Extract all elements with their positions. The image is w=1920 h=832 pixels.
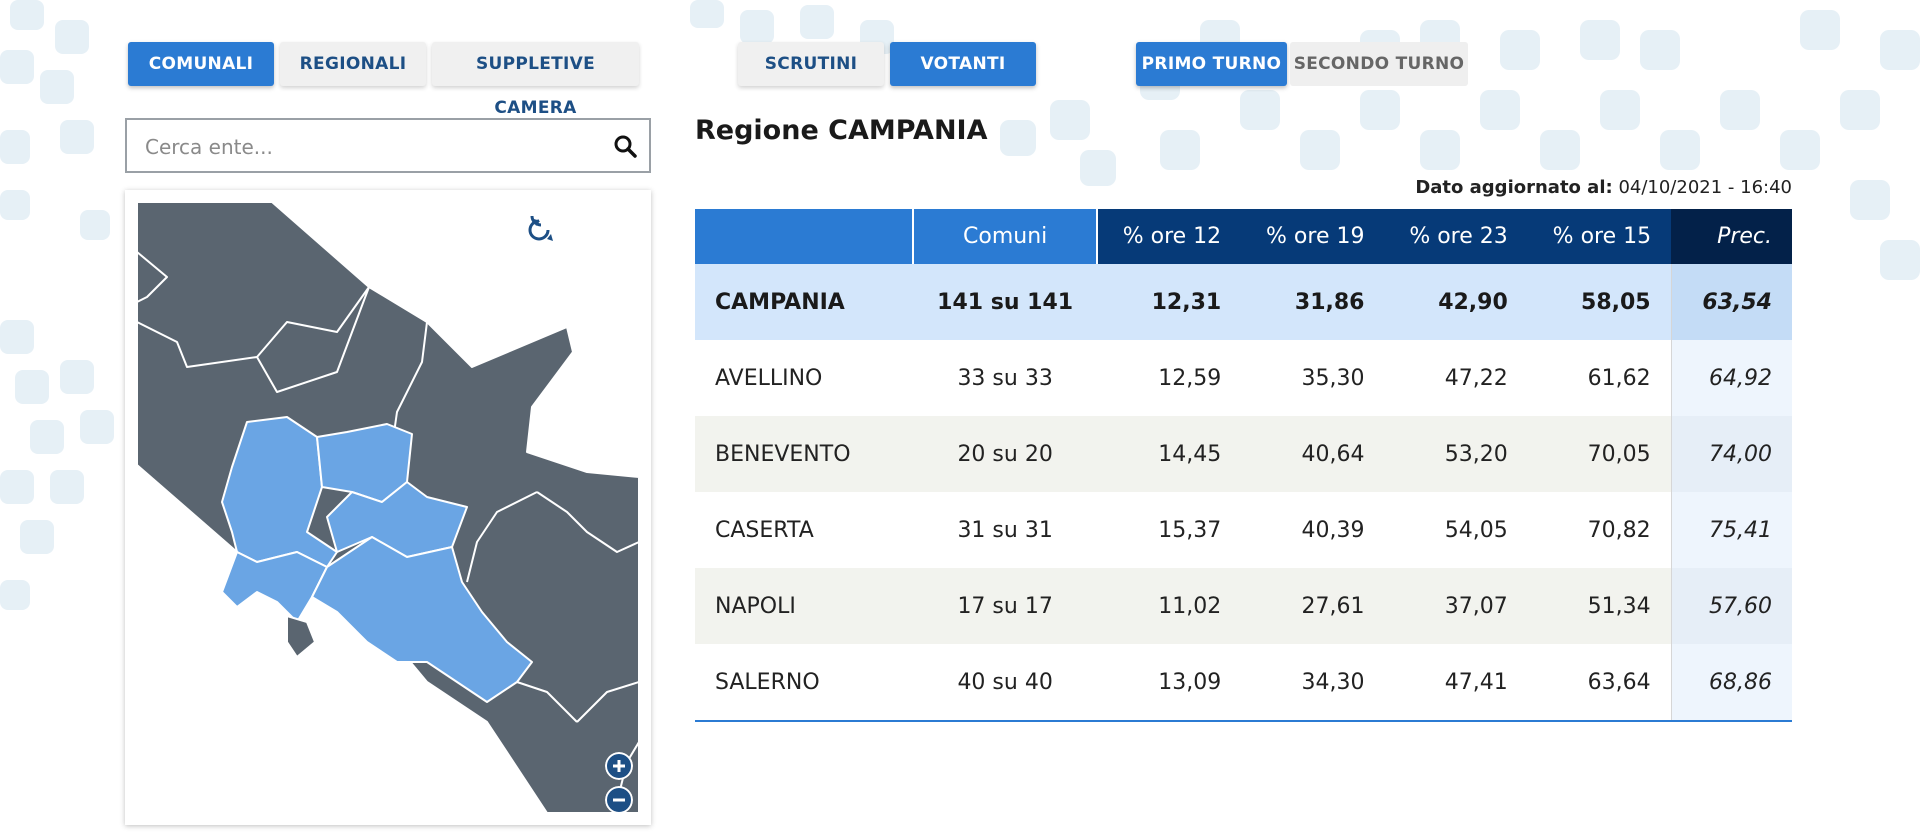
cell-ore-15: 51,34 [1527, 568, 1672, 644]
cell-comuni: 40 su 40 [913, 644, 1097, 722]
tab-regionali[interactable]: REGIONALI [280, 42, 426, 86]
cell-ore-12: 15,37 [1096, 492, 1242, 568]
cell-ore-12: 11,02 [1096, 568, 1242, 644]
cell-prec: 63,54 [1670, 264, 1792, 340]
cell-prec: 64,92 [1670, 340, 1792, 416]
cell-ore-19: 27,61 [1241, 568, 1385, 644]
last-updated: Dato aggiornato al: 04/10/2021 - 16:40 [1415, 177, 1792, 198]
cell-ore-23: 42,90 [1384, 264, 1528, 340]
cell-ore-23: 37,07 [1384, 568, 1528, 644]
tab-comunali[interactable]: COMUNALI [128, 42, 274, 86]
cell-ore-12: 13,09 [1096, 644, 1242, 722]
cell-prec: 75,41 [1670, 492, 1792, 568]
cell-ore-19: 40,39 [1241, 492, 1385, 568]
cell-ore-19: 40,64 [1241, 416, 1385, 492]
tab-primo-turno[interactable]: PRIMO TURNO [1136, 42, 1287, 86]
cell-ore-12: 14,45 [1096, 416, 1242, 492]
cell-comuni: 141 su 141 [913, 264, 1097, 340]
region-title: Regione CAMPANIA [695, 115, 988, 146]
province-link-benevento[interactable]: BENEVENTO [695, 416, 914, 492]
tab-secondo-turno[interactable]: SECONDO TURNO [1290, 42, 1468, 86]
header-ore-23: % ore 23 [1384, 209, 1528, 264]
last-updated-label: Dato aggiornato al: [1415, 177, 1613, 198]
table-row: CASERTA 31 su 31 15,37 40,39 54,05 70,82… [695, 492, 1792, 568]
province-link-avellino[interactable]: AVELLINO [695, 340, 914, 416]
header-comuni: Comuni [913, 209, 1098, 264]
cell-ore-15: 61,62 [1527, 340, 1672, 416]
cell-ore-23: 47,22 [1384, 340, 1528, 416]
search-icon[interactable] [613, 134, 637, 158]
cell-comuni: 33 su 33 [913, 340, 1097, 416]
tab-scrutini[interactable]: SCRUTINI [738, 42, 884, 86]
table-row: BENEVENTO 20 su 20 14,45 40,64 53,20 70,… [695, 416, 1792, 492]
last-updated-value: 04/10/2021 - 16:40 [1618, 177, 1792, 198]
cell-ore-19: 35,30 [1241, 340, 1385, 416]
cell-ore-23: 47,41 [1384, 644, 1528, 722]
turnout-table: Comuni % ore 12 % ore 19 % ore 23 % ore … [695, 209, 1792, 722]
cell-ore-19: 34,30 [1241, 644, 1385, 722]
refresh-map-icon[interactable] [528, 215, 553, 241]
cell-prec: 57,60 [1670, 568, 1792, 644]
cell-comuni: 17 su 17 [913, 568, 1097, 644]
header-ore-19: % ore 19 [1241, 209, 1385, 264]
cell-ore-12: 12,31 [1096, 264, 1242, 340]
cell-comuni: 31 su 31 [913, 492, 1097, 568]
table-row: AVELLINO 33 su 33 12,59 35,30 47,22 61,6… [695, 340, 1792, 416]
map-area-salerno[interactable] [311, 536, 533, 703]
cell-comuni: 20 su 20 [913, 416, 1097, 492]
tab-suppletive-camera[interactable]: SUPPLETIVE CAMERA [432, 42, 639, 118]
cell-ore-23: 53,20 [1384, 416, 1528, 492]
table-row-total: CAMPANIA 141 su 141 12,31 31,86 42,90 58… [695, 264, 1792, 340]
cell-ore-12: 12,59 [1096, 340, 1242, 416]
cell-ore-19: 31,86 [1241, 264, 1385, 340]
cell-ore-15: 70,82 [1527, 492, 1672, 568]
header-ente [695, 209, 915, 264]
header-ore-15: % ore 15 [1527, 209, 1672, 264]
cell-name: CAMPANIA [695, 264, 914, 340]
cell-prec: 68,86 [1670, 644, 1792, 722]
cell-ore-15: 70,05 [1527, 416, 1672, 492]
province-link-salerno[interactable]: SALERNO [695, 644, 914, 722]
header-ore-12: % ore 12 [1096, 209, 1242, 264]
province-link-napoli[interactable]: NAPOLI [695, 568, 914, 644]
tab-votanti[interactable]: VOTANTI [890, 42, 1036, 86]
zoom-in-icon[interactable] [605, 752, 633, 780]
map-area-napoli[interactable] [221, 551, 328, 623]
search-box [125, 118, 651, 173]
search-input[interactable] [143, 120, 587, 173]
table-header-row: Comuni % ore 12 % ore 19 % ore 23 % ore … [695, 209, 1792, 264]
map-panel [125, 190, 651, 825]
zoom-out-icon[interactable] [605, 786, 633, 814]
table-row: SALERNO 40 su 40 13,09 34,30 47,41 63,64… [695, 644, 1792, 722]
cell-prec: 74,00 [1670, 416, 1792, 492]
province-link-caserta[interactable]: CASERTA [695, 492, 914, 568]
cell-ore-15: 63,64 [1527, 644, 1672, 722]
table-row: NAPOLI 17 su 17 11,02 27,61 37,07 51,34 … [695, 568, 1792, 644]
cell-ore-23: 54,05 [1384, 492, 1528, 568]
cell-ore-15: 58,05 [1527, 264, 1672, 340]
header-prec: Prec. [1671, 209, 1792, 264]
region-map[interactable] [137, 202, 639, 813]
